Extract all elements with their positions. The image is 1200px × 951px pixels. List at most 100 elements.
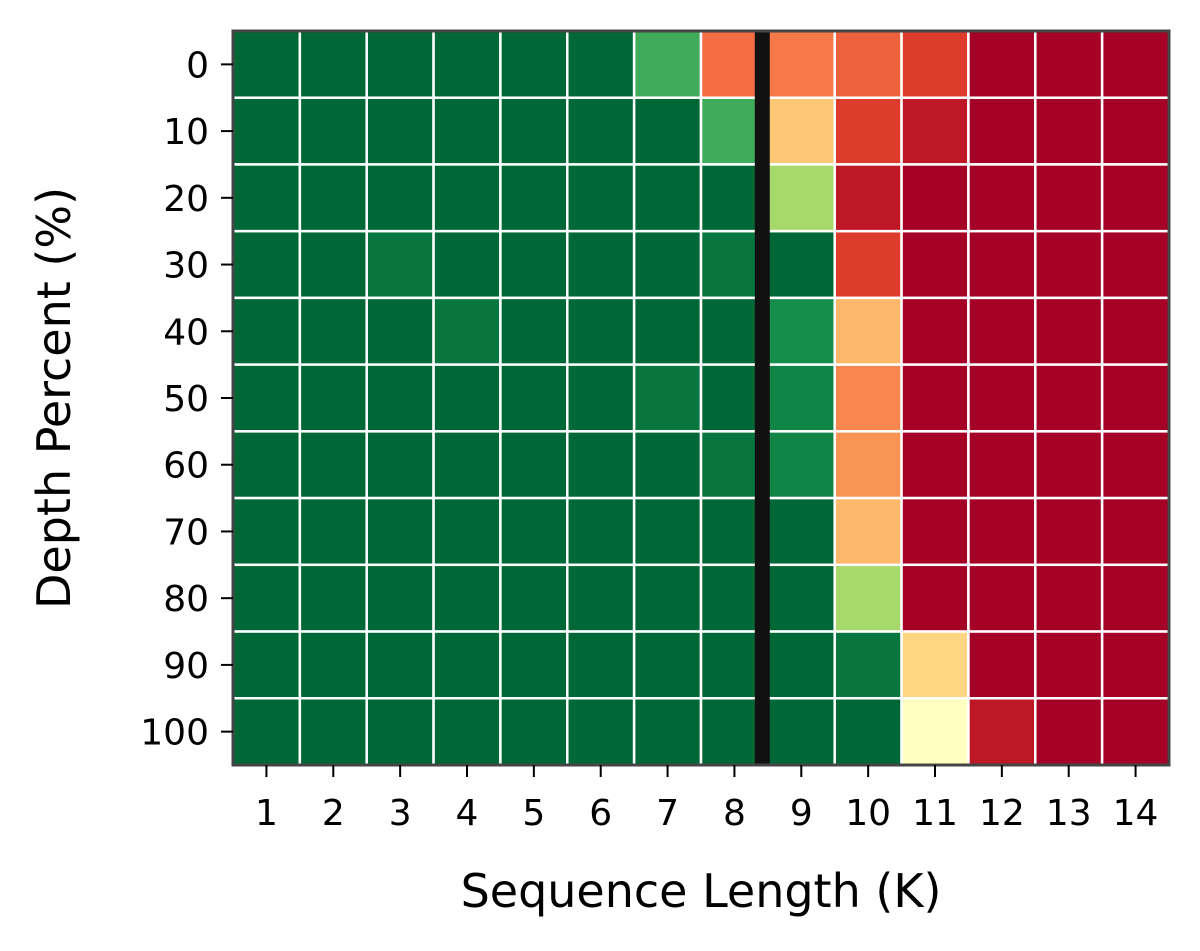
heatmap-cell xyxy=(1034,296,1104,366)
heatmap-cell xyxy=(231,430,302,500)
heatmap-cell xyxy=(900,496,970,567)
heatmap-cell xyxy=(632,163,703,233)
heatmap-cell xyxy=(1034,697,1104,767)
heatmap-cell xyxy=(1100,563,1171,633)
heatmap-cell xyxy=(967,630,1037,700)
heatmap-cell xyxy=(231,29,302,99)
heatmap-cell xyxy=(833,697,903,767)
heatmap-cell xyxy=(900,363,970,433)
y-tick-label: 10 xyxy=(163,112,209,153)
heatmap-cell xyxy=(1100,496,1171,567)
heatmap-cell xyxy=(298,697,368,767)
x-tick-label: 3 xyxy=(389,793,412,834)
heatmap-cell xyxy=(365,96,435,166)
heatmap-cell xyxy=(967,496,1037,567)
heatmap-cell xyxy=(499,296,569,366)
heatmap-cell xyxy=(967,363,1037,433)
heatmap-cell xyxy=(566,29,636,99)
heatmap-cell xyxy=(231,363,302,433)
heatmap-cell xyxy=(1100,296,1171,366)
heatmap-cell xyxy=(967,163,1037,233)
heatmap-cell xyxy=(365,430,435,500)
heatmap-cell xyxy=(1100,96,1171,166)
heatmap-cell xyxy=(833,430,903,500)
heatmap-cell xyxy=(833,29,903,99)
heatmap-cell xyxy=(1100,697,1171,767)
heatmap-cell xyxy=(1034,496,1104,567)
heatmap-cell xyxy=(499,29,569,99)
x-tick-label: 5 xyxy=(522,793,545,834)
heatmap-cell xyxy=(231,630,302,700)
heatmap-cell xyxy=(231,563,302,633)
heatmap-cell xyxy=(365,697,435,767)
heatmap-cell xyxy=(499,630,569,700)
heatmap-cell xyxy=(566,163,636,233)
heatmap-cell xyxy=(365,630,435,700)
heatmap-cell xyxy=(566,229,636,300)
y-tick-label: 50 xyxy=(163,379,209,420)
heatmap-cell xyxy=(632,229,703,300)
heatmap-cell xyxy=(632,430,703,500)
heatmap-cell xyxy=(967,296,1037,366)
heatmap-cell xyxy=(833,296,903,366)
x-tick-label: 2 xyxy=(322,793,345,834)
y-tick-label: 0 xyxy=(186,45,209,86)
heatmap-cell xyxy=(967,229,1037,300)
heatmap-cell xyxy=(365,229,435,300)
heatmap-cell xyxy=(632,496,703,567)
heatmap-cell xyxy=(1034,96,1104,166)
heatmap-cell xyxy=(365,163,435,233)
heatmap-cell xyxy=(499,163,569,233)
y-tick-label: 40 xyxy=(163,312,209,353)
heatmap-cell xyxy=(1100,630,1171,700)
heatmap-cell xyxy=(967,96,1037,166)
heatmap-cell xyxy=(967,430,1037,500)
heatmap-cell xyxy=(432,363,502,433)
heatmap-cell xyxy=(432,229,502,300)
heatmap-cell xyxy=(900,430,970,500)
heatmap-cell xyxy=(432,563,502,633)
y-tick-label: 20 xyxy=(163,179,209,220)
heatmap-cell xyxy=(231,496,302,567)
heatmap-cell xyxy=(766,630,836,700)
x-tick-label: 11 xyxy=(912,793,958,834)
heatmap-cell xyxy=(766,430,836,500)
heatmap-cell xyxy=(566,630,636,700)
heatmap-cell xyxy=(365,363,435,433)
heatmap-cell xyxy=(900,563,970,633)
heatmap-cell xyxy=(900,229,970,300)
x-tick-label: 9 xyxy=(790,793,813,834)
heatmap-cell xyxy=(566,697,636,767)
heatmap-cell xyxy=(900,96,970,166)
x-tick-label: 7 xyxy=(656,793,679,834)
y-tick-label: 70 xyxy=(163,512,209,553)
heatmap-cell xyxy=(298,363,368,433)
heatmap-cell xyxy=(566,296,636,366)
heatmap-cell xyxy=(432,496,502,567)
heatmap-cell xyxy=(365,29,435,99)
x-tick-label: 10 xyxy=(845,793,891,834)
y-tick-label: 30 xyxy=(163,246,209,287)
heatmap-cell xyxy=(1034,29,1104,99)
heatmap-cell xyxy=(1034,630,1104,700)
heatmap-cell xyxy=(833,229,903,300)
heatmap-cell xyxy=(632,296,703,366)
heatmap-cell xyxy=(833,163,903,233)
heatmap-cell xyxy=(766,163,836,233)
heatmap-cell xyxy=(566,496,636,567)
heatmap-cell xyxy=(231,163,302,233)
heatmap-cell xyxy=(1100,229,1171,300)
x-tick-label: 12 xyxy=(979,793,1025,834)
heatmap-cell xyxy=(833,496,903,567)
heatmap-cell xyxy=(432,163,502,233)
heatmap-cell xyxy=(499,430,569,500)
heatmap-cell xyxy=(365,563,435,633)
heatmap-cell xyxy=(766,29,836,99)
heatmap-cell xyxy=(365,496,435,567)
heatmap-cell xyxy=(298,296,368,366)
heatmap-cell xyxy=(298,163,368,233)
y-tick-label: 60 xyxy=(163,446,209,487)
heatmap-cell xyxy=(1034,563,1104,633)
heatmap-cell xyxy=(766,563,836,633)
heatmap-cell xyxy=(1100,163,1171,233)
